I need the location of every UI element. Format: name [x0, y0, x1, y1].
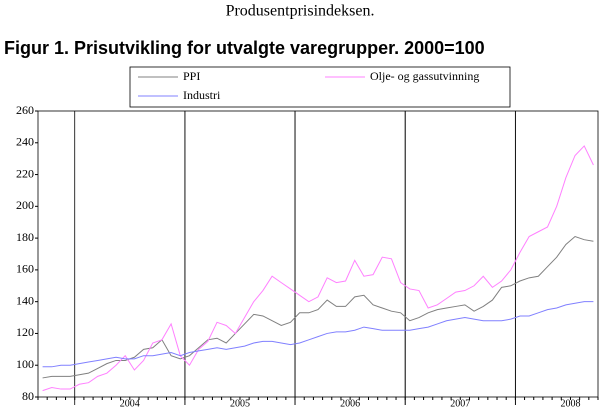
- y-tick-label: 240: [16, 135, 34, 149]
- page-heading: Produsentprisindeksen.: [226, 3, 375, 20]
- x-tick-label: 2006: [340, 398, 360, 409]
- y-tick-label: 260: [16, 103, 34, 117]
- series-line: [42, 301, 594, 368]
- x-tick-label: 2008: [560, 398, 580, 409]
- legend-label: Industri: [183, 88, 221, 102]
- y-tick-label: 180: [16, 230, 34, 244]
- y-tick-label: 220: [16, 166, 34, 180]
- plot-frame: [37, 110, 599, 398]
- x-tick-label: 2004: [120, 398, 140, 409]
- y-tick-label: 140: [16, 293, 34, 307]
- y-tick-label: 120: [16, 325, 34, 339]
- chart-title: Figur 1. Prisutvikling for utvalgte vare…: [4, 38, 485, 58]
- x-tick-label: 2005: [230, 398, 250, 409]
- y-tick-label: 200: [16, 198, 34, 212]
- x-tick-label: 2007: [450, 398, 470, 409]
- legend-label: PPI: [183, 69, 200, 83]
- series-line: [42, 235, 594, 379]
- y-tick-label: 100: [16, 357, 34, 371]
- series-line: [42, 145, 594, 392]
- legend-label: Olje- og gassutvinning: [370, 69, 479, 83]
- y-tick-label: 80: [22, 389, 34, 403]
- y-tick-label: 160: [16, 262, 34, 276]
- legend-box: [129, 66, 511, 108]
